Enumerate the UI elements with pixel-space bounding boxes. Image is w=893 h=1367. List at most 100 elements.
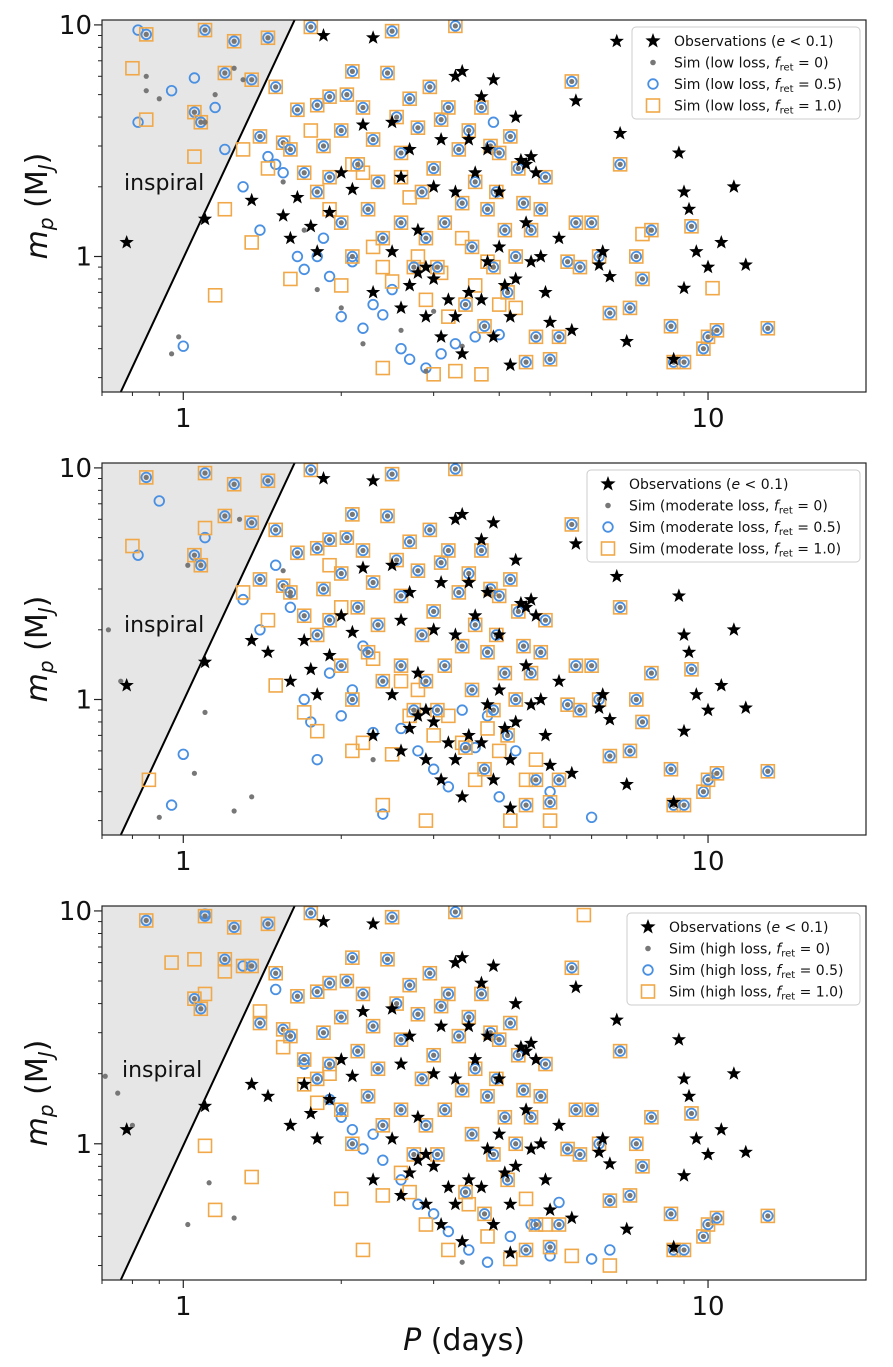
observation-star: [448, 309, 463, 323]
sim-fret-1.0-point: [207, 1202, 223, 1218]
sim-fret-0.5-point: [237, 960, 249, 972]
sim-fret-0-point: [459, 343, 465, 349]
sim-overlap-point: [448, 906, 463, 920]
legend-entry-subscript: ret: [779, 527, 793, 538]
sim-overlap-point: [380, 951, 395, 967]
sim-fret-0.5-point: [262, 32, 274, 44]
inspiral-label: inspiral: [124, 171, 204, 196]
x-tick-label: 1: [175, 404, 192, 434]
observation-star: [418, 702, 434, 717]
sim-fret-0.5-point: [219, 67, 231, 79]
sim-overlap-point: [350, 1043, 366, 1059]
sim-fret-0.5-point: [195, 1003, 207, 1015]
sim-overlap-point: [560, 254, 575, 269]
sim-fret-0-point: [714, 1215, 720, 1221]
sim-fret-0-point: [273, 84, 279, 90]
sim-fret-0.5-point: [177, 748, 189, 760]
sim-fret-1.0-point: [309, 540, 325, 556]
legend-square-marker: [640, 984, 656, 999]
sim-overlap-point: [584, 1102, 599, 1118]
sim-fret-1.0-point: [622, 300, 638, 316]
observation-star: [508, 552, 523, 567]
sim-fret-0-point: [415, 568, 421, 574]
sim-fret-0.5-point: [566, 75, 578, 88]
sim-fret-0.5-point: [346, 1138, 359, 1150]
sim-fret-1.0-point: [339, 87, 355, 102]
sim-fret-0-point: [294, 107, 301, 113]
sim-overlap-point: [480, 201, 495, 217]
sim-fret-0.5-point: [645, 224, 658, 236]
sim-fret-0-point: [384, 956, 391, 962]
sim-fret-0.5-point: [762, 322, 774, 334]
sim-fret-0-point: [326, 617, 333, 623]
sim-overlap-point: [454, 638, 470, 654]
sim-fret-1.0-point: [138, 27, 154, 42]
sim-fret-0.5-point: [604, 750, 616, 762]
observation-star: [448, 1071, 463, 1085]
sim-fret-0.5-point: [509, 745, 522, 757]
sim-fret-0.5-point: [561, 255, 574, 268]
sim-fret-1.0-point: [602, 305, 618, 321]
y-tick-label: 10: [59, 454, 92, 484]
legend-entry-text: Sim (moderate loss,: [629, 542, 774, 558]
sim-fret-1.0-point: [622, 1188, 638, 1203]
sim-fret-0-point: [452, 909, 458, 915]
sim-overlap-point: [375, 1118, 391, 1133]
observation-star: [551, 673, 567, 688]
sim-fret-0.5-point: [395, 659, 407, 672]
sim-fret-0-point: [249, 794, 255, 800]
sim-overlap-point: [309, 627, 325, 643]
sim-fret-1.0-point: [380, 508, 395, 524]
sim-overlap-point: [518, 797, 534, 813]
sim-fret-1.0-point: [491, 297, 507, 312]
legend-circle-marker: [602, 521, 614, 533]
sim-fret-0.5-point: [262, 475, 274, 487]
sim-overlap-point: [684, 662, 699, 677]
sim-fret-1.0-point: [414, 184, 430, 200]
sim-fret-0-point: [265, 35, 271, 41]
sim-fret-0-point: [639, 1163, 646, 1169]
sim-overlap-point: [226, 33, 242, 49]
sim-fret-0.5-point: [493, 590, 505, 602]
sim-fret-0.5-point: [530, 774, 542, 786]
sim-fret-0.5-point: [469, 1063, 481, 1075]
sim-overlap-point: [197, 22, 213, 38]
sim-fret-0.5-point: [478, 1208, 491, 1220]
sim-fret-0.5-point: [346, 951, 359, 964]
sim-overlap-point: [252, 1015, 268, 1031]
observation-star: [671, 1032, 686, 1046]
sim-fret-0.5-point: [530, 1218, 542, 1231]
sim-fret-0-point: [523, 359, 529, 365]
legend-entry-label: Sim (moderate loss, fret = 0.5): [629, 520, 841, 538]
observation-star: [676, 1168, 692, 1182]
sim-fret-1.0-point: [584, 1102, 599, 1118]
sim-fret-0.5-point: [403, 353, 416, 365]
observation-star: [492, 627, 507, 641]
observation-star: [410, 265, 426, 279]
sim-fret-0-point: [528, 670, 534, 676]
observation-star: [486, 772, 501, 786]
legend-dot-marker: [645, 945, 651, 952]
sim-fret-1.0-point: [345, 249, 360, 264]
sim-overlap-point: [384, 909, 400, 925]
sim-overlap-point: [303, 906, 319, 921]
sim-fret-0.5-point: [566, 962, 578, 974]
sim-fret-1.0-point: [474, 986, 489, 1002]
sim-fret-0-point: [384, 70, 391, 76]
sim-fret-0-point: [542, 174, 549, 180]
sim-fret-0.5-point: [284, 143, 297, 156]
sim-fret-0-point: [394, 557, 400, 563]
sim-fret-0.5-point: [335, 310, 347, 323]
sim-fret-1.0-point: [480, 721, 495, 736]
sim-fret-0-point: [462, 1189, 469, 1195]
observation-star: [455, 346, 470, 360]
sim-fret-0-point: [569, 965, 575, 971]
legend-entry-label: Sim (high loss, fret = 1.0): [669, 985, 844, 1003]
observation-star: [619, 1221, 634, 1236]
sim-fret-1.0-point: [576, 907, 592, 923]
sim-fret-1.0-point: [296, 1052, 312, 1067]
sim-fret-0.5-point: [412, 121, 424, 134]
sim-fret-1.0-point: [244, 515, 259, 530]
